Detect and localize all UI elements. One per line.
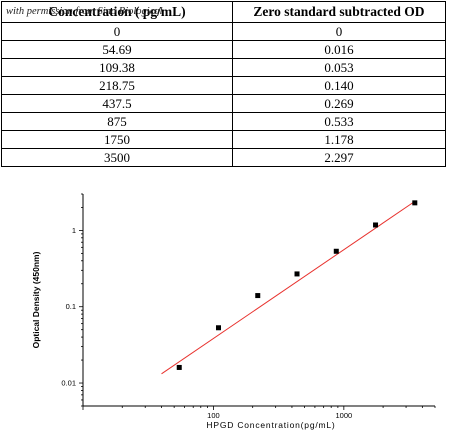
header-concentration-label: Concentration ( pg/mL) — [48, 4, 186, 19]
cell-concentration: 875 — [1, 112, 233, 131]
table-header-row: Concentration ( pg/mL) Zero standard sub… — [1, 1, 446, 23]
data-point — [294, 271, 300, 277]
data-point — [176, 364, 182, 370]
column-header-od: Zero standard subtracted OD — [232, 1, 446, 23]
standard-curve-chart: 0.01 0.1 1 100 1000 HPGD Concentration(pg/mL)… — [0, 180, 450, 433]
table-row: 218.75 0.140 — [1, 76, 446, 95]
data-point — [373, 222, 379, 228]
data-point — [255, 293, 261, 299]
x-tick-label: 100 — [207, 411, 220, 420]
cell-od: 0.140 — [232, 76, 446, 95]
data-point — [215, 325, 221, 331]
cell-concentration: 437.5 — [1, 94, 233, 113]
chart-axes — [79, 193, 436, 410]
data-point — [412, 200, 418, 206]
y-tick-label: 0.01 — [61, 379, 76, 388]
x-tick-label: 1000 — [335, 411, 352, 420]
cell-od: 0.533 — [232, 112, 446, 131]
table-row: 875 0.533 — [1, 112, 446, 131]
y-axis-title: Optical Density (450nm) — [31, 251, 41, 348]
cell-od: 0.053 — [232, 58, 446, 77]
y-tick-label: 1 — [72, 226, 76, 235]
cell-concentration: 3500 — [1, 148, 233, 167]
cell-concentration: 109.38 — [1, 58, 233, 77]
cell-od: 0.269 — [232, 94, 446, 113]
cell-concentration: 218.75 — [1, 76, 233, 95]
cell-od: 2.297 — [232, 148, 446, 167]
cell-concentration: 0 — [1, 22, 233, 41]
cell-concentration: 54.69 — [1, 40, 233, 59]
cell-od: 1.178 — [232, 130, 446, 149]
data-point — [333, 248, 339, 254]
cell-concentration: 1750 — [1, 130, 233, 149]
standard-curve-table-container: Concentration ( pg/mL) Zero standard sub… — [1, 1, 446, 167]
fit-line-group — [161, 200, 416, 375]
table-row: 437.5 0.269 — [1, 94, 446, 113]
cell-od: 0.016 — [232, 40, 446, 59]
cell-od: 0 — [232, 22, 446, 41]
x-axis-title: HPGD Concentration(pg/mL) — [206, 420, 335, 430]
table-body: 0 0 54.69 0.016 109.38 0.053 218.75 0.140 437.5 0… — [1, 22, 446, 167]
y-tick-label: 0.1 — [66, 302, 76, 311]
data-points-group — [176, 200, 418, 370]
table-row: 3500 2.297 — [1, 148, 446, 167]
standard-curve-table: Concentration ( pg/mL) Zero standard sub… — [1, 1, 446, 167]
table-row: 1750 1.178 — [1, 130, 446, 149]
fit-line — [161, 200, 416, 375]
column-header-concentration: Concentration ( pg/mL) — [1, 1, 233, 23]
table-row: 109.38 0.053 — [1, 58, 446, 77]
table-row: 54.69 0.016 — [1, 40, 446, 59]
